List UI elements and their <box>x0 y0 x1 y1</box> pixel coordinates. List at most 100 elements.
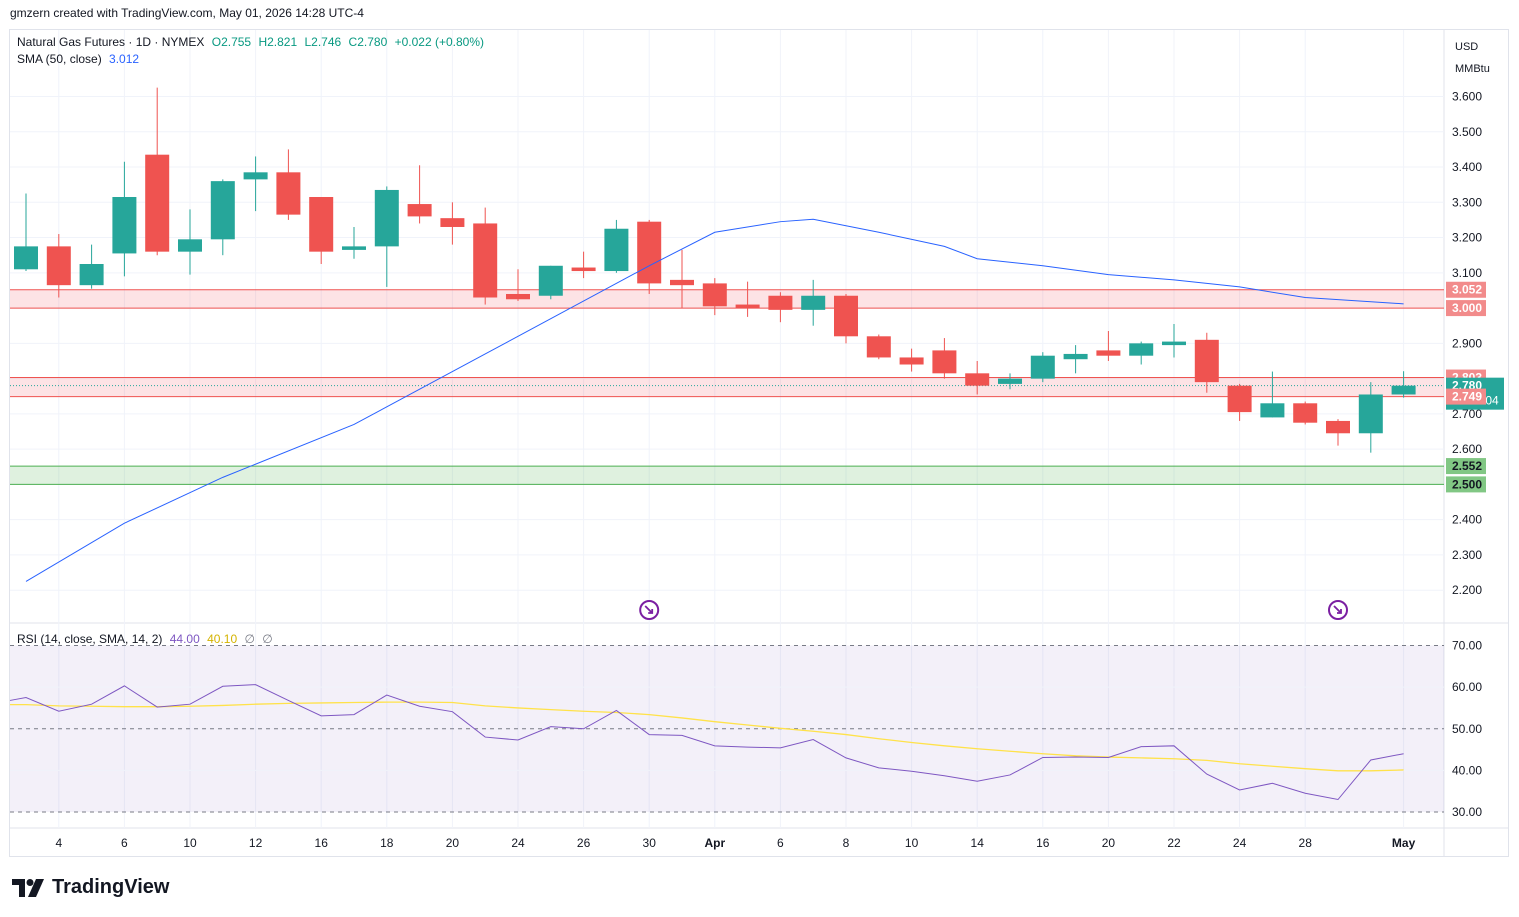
candle-body <box>407 204 432 217</box>
legend-rsi-extra-1: ∅ <box>244 632 255 646</box>
candle-body <box>834 295 858 337</box>
candle-body <box>932 350 957 374</box>
tradingview-logo-icon <box>12 878 44 897</box>
legend-change: +0.022 (+0.80%) <box>394 35 484 49</box>
candle-body <box>46 246 71 286</box>
time-tick-label: 8 <box>843 836 850 850</box>
time-tick-label: 14 <box>971 836 985 850</box>
legend-high: H2.821 <box>258 35 298 49</box>
time-tick-label: 6 <box>777 836 784 850</box>
candle-body <box>112 197 137 254</box>
candle-body <box>1129 343 1154 356</box>
time-tick-label: Apr <box>704 836 725 850</box>
price-tick-label: 3.100 <box>1452 266 1482 280</box>
candle <box>604 219 629 273</box>
rsi-line <box>9 684 1404 801</box>
legend-rsi-extra-2: ∅ <box>262 632 273 646</box>
legend-close: C2.780 <box>348 35 388 49</box>
candle <box>932 338 957 379</box>
candle <box>243 156 268 212</box>
candle <box>276 149 301 220</box>
legend-rsi: RSI (14, close, SMA, 14, 2) 44.00 40.10 … <box>17 632 277 646</box>
candle-body <box>1063 353 1088 360</box>
candle <box>1096 331 1121 361</box>
legend-open: O2.755 <box>211 35 252 49</box>
candle <box>998 373 1022 390</box>
candle-body <box>1030 355 1055 379</box>
candle-body <box>965 373 990 386</box>
legend-low: L2.746 <box>304 35 342 49</box>
time-tick-label: May <box>1392 836 1416 850</box>
candle <box>965 360 990 395</box>
currency-label: USD <box>1455 41 1479 53</box>
created-by-text: gmzern created with TradingView.com, May… <box>10 6 364 20</box>
candle-body <box>1391 385 1416 395</box>
price-tick-label: 2.200 <box>1452 583 1482 597</box>
price-badge-label: 2.749 <box>1452 390 1482 404</box>
legend-symbol: Natural Gas Futures · 1D · NYMEX <box>17 35 205 49</box>
price-tick-label: 3.200 <box>1452 231 1482 245</box>
time-tick-label: 20 <box>446 836 460 850</box>
rsi-tick-label: 50.00 <box>1452 722 1482 736</box>
time-tick-label: 12 <box>249 836 263 850</box>
rsi-sma-line <box>10 701 1404 772</box>
candle <box>14 193 38 272</box>
candle-body <box>1227 385 1252 413</box>
candle <box>374 186 399 287</box>
candle-body <box>79 264 104 286</box>
candle <box>145 87 170 256</box>
time-tick-label: 10 <box>905 836 919 850</box>
time-tick-label: 10 <box>183 836 197 850</box>
price-badge-red <box>1446 388 1486 405</box>
candle <box>407 165 432 224</box>
legend-rsi-value: 44.00 <box>169 632 200 646</box>
candle <box>342 226 366 259</box>
candle <box>1358 382 1383 453</box>
candle-body <box>604 228 629 272</box>
tradingview-logo[interactable]: TradingView <box>12 876 169 899</box>
candle <box>1063 345 1088 374</box>
price-badge-green <box>1446 476 1486 493</box>
event-marker-arrow <box>1333 605 1342 614</box>
candle-body <box>1293 403 1318 423</box>
candle-body <box>440 218 465 227</box>
candle <box>637 219 662 294</box>
time-tick-label: 28 <box>1299 836 1313 850</box>
unit-label: MMBtu <box>1455 63 1490 75</box>
candle <box>1227 383 1252 421</box>
time-tick-label: 30 <box>643 836 657 850</box>
chart-frame <box>9 29 1509 857</box>
zone-red <box>10 289 1444 309</box>
candle-body <box>210 181 235 240</box>
event-marker-arrow <box>644 605 654 614</box>
price-badge-label: 3.052 <box>1452 283 1482 297</box>
candle-body <box>342 246 366 250</box>
candle <box>1030 352 1055 383</box>
legend-sma-label: SMA (50, close) <box>17 52 102 66</box>
time-tick-label: 18 <box>380 836 394 850</box>
candle <box>801 279 826 326</box>
candle-body <box>1194 339 1219 383</box>
candle <box>46 234 71 298</box>
candle <box>702 278 727 316</box>
legend-sma: SMA (50, close) 3.012 <box>17 52 143 66</box>
candle-body <box>1358 394 1383 434</box>
time-tick-label: 24 <box>1233 836 1247 850</box>
time-tick-label: 16 <box>315 836 329 850</box>
candle-body <box>637 221 662 284</box>
candle <box>1194 332 1219 393</box>
price-tick-label: 2.900 <box>1452 336 1482 350</box>
candle <box>571 251 596 279</box>
candle <box>1391 371 1416 398</box>
candle <box>178 209 202 275</box>
price-tick-label: 3.500 <box>1452 125 1482 139</box>
event-marker-icon <box>639 600 660 620</box>
candle <box>899 348 924 372</box>
price-unit[interactable]: USD MMBtu <box>1455 36 1490 80</box>
candle <box>735 281 760 317</box>
time-tick-label: 6 <box>121 836 128 850</box>
candle <box>309 197 334 265</box>
candle-body <box>735 304 760 309</box>
candle <box>79 244 104 289</box>
